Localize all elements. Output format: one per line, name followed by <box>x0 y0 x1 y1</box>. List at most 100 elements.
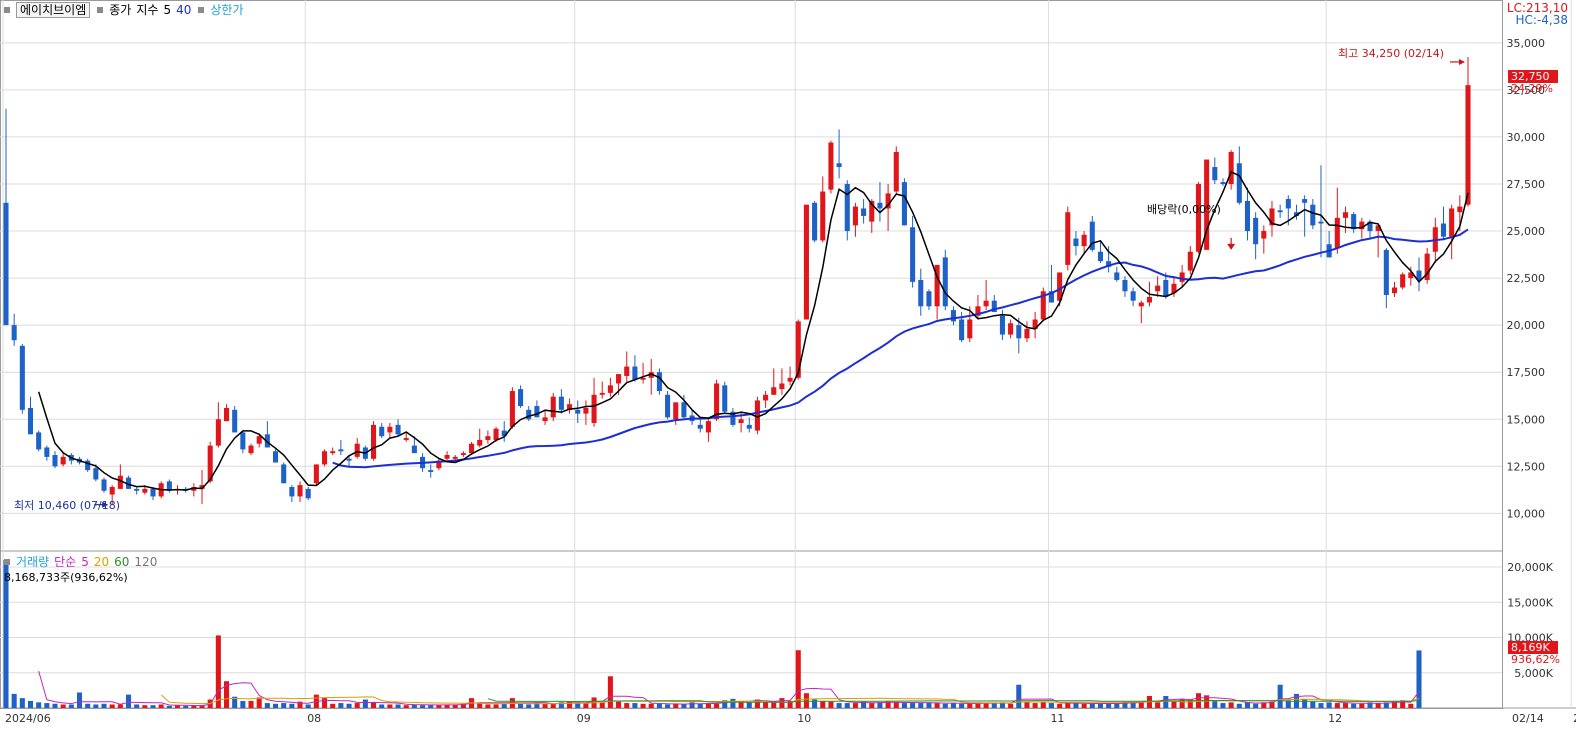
candle-body <box>1293 212 1300 216</box>
candle-body <box>779 383 785 390</box>
volume-bar <box>1212 700 1218 708</box>
high-annotation: 최고 34,250 (02/14) <box>1338 47 1445 60</box>
candle-body <box>607 385 613 393</box>
ma40-label[interactable]: 40 <box>176 3 192 17</box>
volume-bar <box>68 704 74 708</box>
volume-bar <box>452 704 458 708</box>
legend-square-icon <box>97 7 104 13</box>
date-tick-label: 2024/06 <box>5 712 51 725</box>
volume-bar <box>583 703 589 708</box>
candle-body <box>1212 167 1218 181</box>
volume-bar <box>1302 699 1308 708</box>
volume-bar <box>779 698 785 708</box>
candle-body <box>795 321 801 378</box>
volume-bar <box>60 704 66 708</box>
volume-bar <box>926 702 932 708</box>
last-price-tag: 32,750 <box>1508 70 1558 83</box>
volume-bar <box>697 703 703 708</box>
sma5-label[interactable]: 5 <box>81 555 89 569</box>
date-tick-label: 11 <box>1050 712 1064 725</box>
price-tick-label: 25,000 <box>1507 225 1546 238</box>
volume-bar <box>1032 703 1038 708</box>
stock-name[interactable]: 에이치브이엠 <box>16 2 91 18</box>
volume-bar <box>150 705 156 708</box>
volume-bar <box>918 703 924 708</box>
volume-bar <box>1391 701 1398 708</box>
volume-bar <box>1342 703 1349 708</box>
ma-label[interactable]: 지수 <box>136 3 159 17</box>
volume-bar <box>85 703 91 708</box>
volume-bar <box>1285 700 1291 708</box>
volume-bar <box>395 704 401 708</box>
date-tick-label: 2025/01 <box>1573 712 1576 725</box>
candle-body <box>1032 319 1038 329</box>
dividend-annotation: 배당락(0,00%) <box>1147 203 1221 216</box>
volume-bar <box>1400 700 1406 708</box>
volume-bar <box>746 702 752 708</box>
volume-bar <box>1008 703 1014 708</box>
sma20-label[interactable]: 20 <box>93 555 110 569</box>
last-price-change: 24,29% <box>1511 82 1553 95</box>
volume-bar <box>787 700 793 708</box>
volume-bar <box>52 703 58 708</box>
price-tick-label: 15,000 <box>1507 413 1546 426</box>
volume-bar <box>1114 703 1120 708</box>
limit-up-label[interactable]: 상한가 <box>210 3 244 17</box>
volume-bar <box>1171 700 1177 708</box>
volume-bar <box>1040 702 1046 708</box>
candle-body <box>1057 272 1063 301</box>
volume-label[interactable]: 거래량 <box>16 555 50 569</box>
volume-bar <box>526 704 532 708</box>
candle-body <box>3 202 9 326</box>
candle-body <box>150 488 156 497</box>
candle-body <box>1253 217 1259 245</box>
candle-body <box>558 396 564 410</box>
candle-body <box>1065 212 1071 265</box>
candle-body <box>828 142 834 190</box>
volume-bar <box>183 705 189 708</box>
candle-body <box>852 206 858 226</box>
volume-bar <box>436 705 442 708</box>
candle-body <box>624 366 630 376</box>
volume-bar <box>1089 703 1095 708</box>
volume-tick-label: 20,000K <box>1507 561 1553 574</box>
volume-sma60-line <box>487 698 1420 703</box>
volume-bar <box>109 704 115 708</box>
candle-body <box>52 455 58 467</box>
sma60-label[interactable]: 60 <box>114 555 130 569</box>
volume-bar <box>1310 701 1316 708</box>
candle-body <box>1334 217 1340 248</box>
volume-bar <box>191 705 197 708</box>
candle-body <box>722 385 728 412</box>
candle-body <box>542 417 548 422</box>
candle-body <box>975 306 981 316</box>
candle-body <box>1449 208 1455 237</box>
candle-body <box>469 443 475 454</box>
ma5-label[interactable]: 5 <box>163 3 172 17</box>
volume-bar <box>828 701 834 708</box>
volume-bar <box>575 702 581 708</box>
sma120-label[interactable]: 120 <box>134 555 158 569</box>
date-tick-label: 09 <box>577 712 591 725</box>
sma-label[interactable]: 단순 <box>54 555 77 569</box>
candle-body <box>1457 206 1463 213</box>
candle-body <box>330 451 336 454</box>
volume-bar <box>803 693 809 708</box>
close-label[interactable]: 종가 <box>109 3 132 17</box>
candle-body <box>705 421 711 433</box>
volume-bar <box>877 702 883 708</box>
candlesticks <box>3 56 1471 505</box>
candle-body <box>518 389 524 407</box>
volume-bar <box>975 703 981 708</box>
candle-body <box>999 315 1005 335</box>
candle-body <box>297 485 303 497</box>
candle-body <box>746 424 752 429</box>
price-tick-label: 20,000 <box>1507 319 1546 332</box>
volume-bar <box>1024 701 1030 708</box>
candle-body <box>763 394 769 401</box>
ma40-line <box>332 228 1469 469</box>
price-tick-label: 17,500 <box>1507 366 1546 379</box>
volume-bar <box>705 703 711 708</box>
price-tick-label: 32,500 <box>1507 84 1546 97</box>
low-arrowhead-icon <box>102 501 109 508</box>
